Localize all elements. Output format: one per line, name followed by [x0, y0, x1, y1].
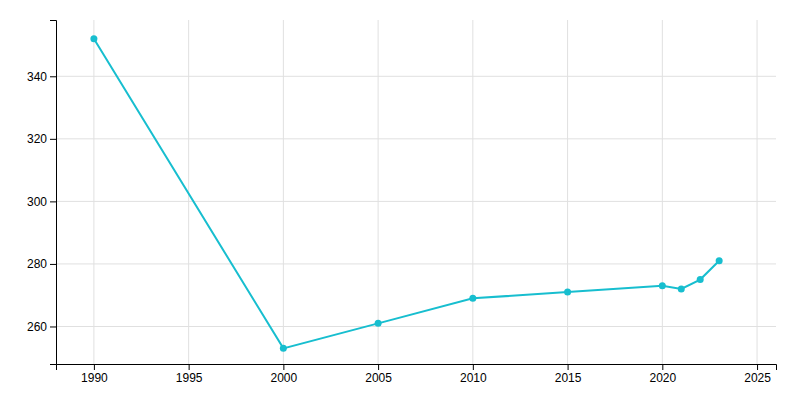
point: [716, 257, 723, 264]
y-axis: 260 280 300 320 340: [27, 21, 57, 365]
y-tick-label: 320: [27, 132, 47, 146]
x-tick: 2010: [460, 364, 487, 385]
grid-line-y: [56, 263, 776, 264]
grid-line-y: [56, 326, 776, 327]
x-tick-label: 1995: [176, 371, 203, 385]
x-tick-mark: [757, 364, 758, 370]
y-axis-line: [50, 21, 57, 365]
y-tick-mark: [50, 264, 56, 265]
x-tick-mark: [94, 364, 95, 370]
y-tick: 280: [27, 257, 56, 271]
grid-line-y: [56, 201, 776, 202]
plot: 1990 1995 2000 2005 2010 2015 2020 2025 260 280 30…: [27, 20, 777, 385]
y-tick-label: 280: [27, 257, 47, 271]
point: [564, 289, 571, 296]
grid-line-x: [283, 20, 284, 364]
point: [678, 285, 685, 292]
x-tick: 2025: [744, 364, 771, 385]
point: [90, 35, 97, 42]
y-tick-label: 300: [27, 195, 47, 209]
point: [659, 282, 666, 289]
x-tick-label: 2000: [271, 371, 298, 385]
y-tick-mark: [50, 326, 56, 327]
x-tick: 1990: [81, 364, 108, 385]
x-tick-label: 2020: [649, 371, 676, 385]
y-tick: 340: [27, 70, 56, 84]
x-tick: 2005: [365, 364, 392, 385]
x-tick-mark: [662, 364, 663, 370]
grid-line-x: [757, 20, 758, 364]
grid-line-x: [378, 20, 379, 364]
y-tick-mark: [50, 139, 56, 140]
grid: [56, 20, 776, 364]
marks: [90, 35, 722, 352]
point: [469, 295, 476, 302]
grid-line-x: [93, 20, 94, 364]
y-tick: 320: [27, 132, 56, 146]
y-tick-label: 340: [27, 70, 47, 84]
point: [697, 276, 704, 283]
grid-line-x: [662, 20, 663, 364]
x-tick-mark: [473, 364, 474, 370]
line: [94, 39, 719, 349]
x-tick-label: 2025: [744, 371, 771, 385]
chart: 1990 1995 2000 2005 2010 2015 2020 2025 260 280 30…: [0, 0, 800, 400]
x-tick-label: 1990: [81, 371, 108, 385]
grid-line-x: [472, 20, 473, 364]
x-tick: 2015: [555, 364, 582, 385]
point: [375, 320, 382, 327]
grid-line-x: [567, 20, 568, 364]
y-tick-label: 260: [27, 320, 47, 334]
x-tick: 2020: [649, 364, 676, 385]
x-tick-mark: [568, 364, 569, 370]
grid-line-y: [56, 76, 776, 77]
x-tick-mark: [189, 364, 190, 370]
y-tick-mark: [50, 76, 56, 77]
x-tick-label: 2015: [555, 371, 582, 385]
x-tick-mark: [378, 364, 379, 370]
y-tick: 260: [27, 320, 56, 334]
x-tick: 1995: [176, 364, 203, 385]
x-axis: 1990 1995 2000 2005 2010 2015 2020 2025: [57, 364, 777, 385]
x-tick-label: 2005: [365, 371, 392, 385]
x-tick-label: 2010: [460, 371, 487, 385]
point: [280, 345, 287, 352]
y-tick: 300: [27, 195, 56, 209]
y-tick-mark: [50, 201, 56, 202]
grid-line-y: [56, 138, 776, 139]
x-tick-mark: [283, 364, 284, 370]
x-axis-line: [57, 365, 777, 371]
x-tick: 2000: [271, 364, 298, 385]
